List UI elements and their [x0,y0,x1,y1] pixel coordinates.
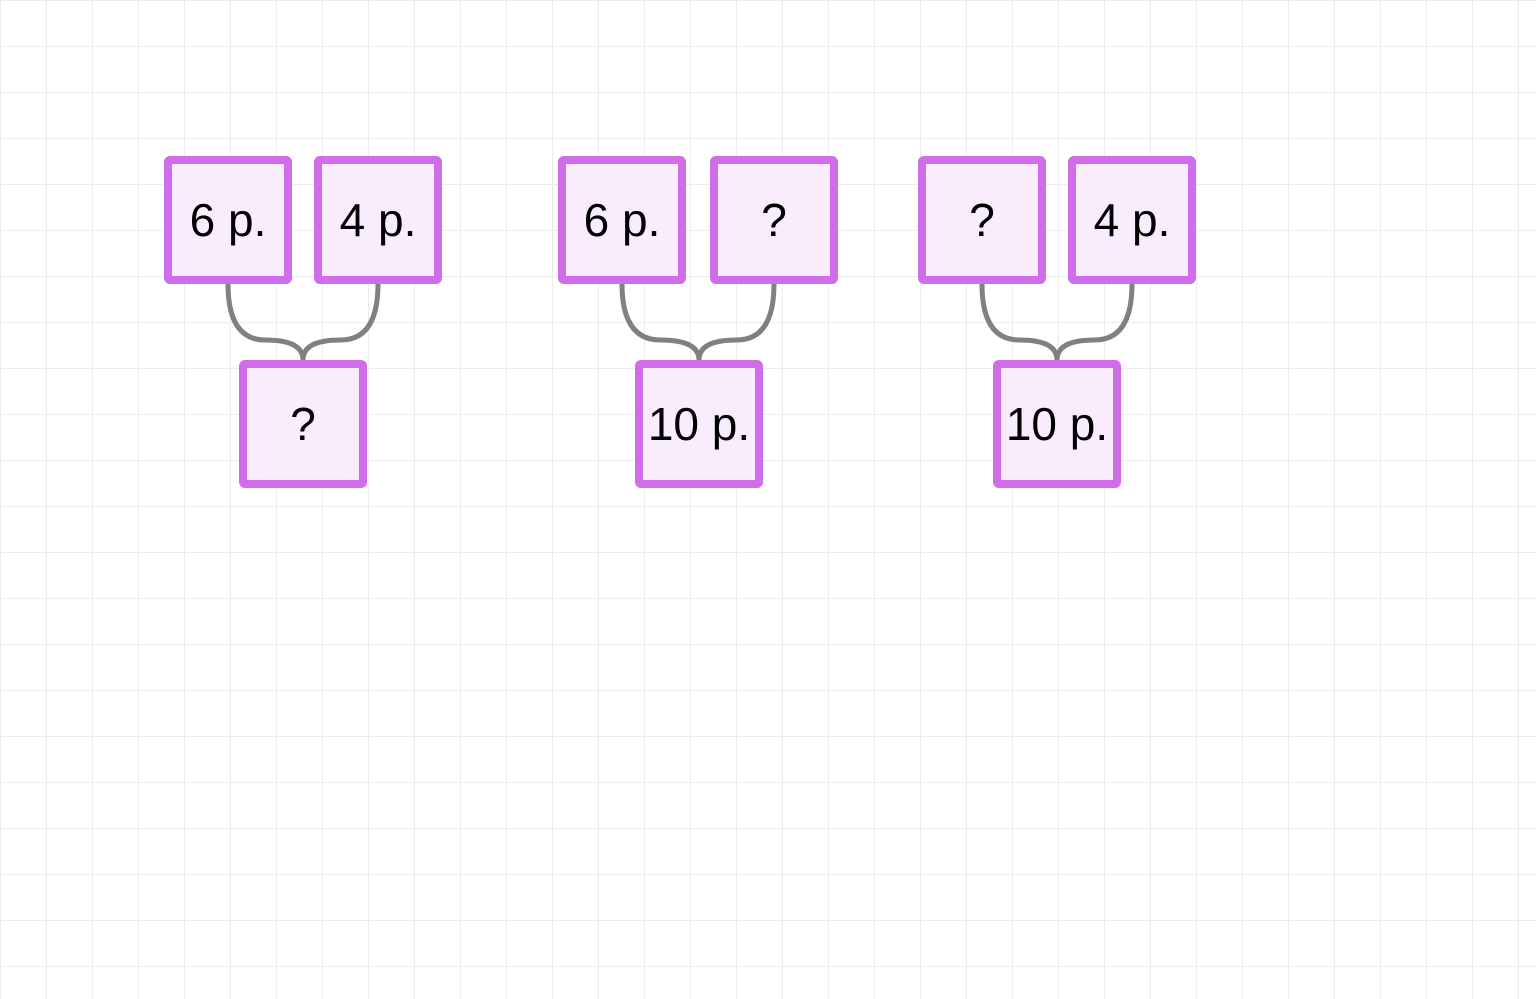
group-3-bottom-box: 10 р. [993,360,1121,488]
group-1-right-label: 4 р. [340,197,417,243]
grid-background [0,0,1536,999]
group-2-right-label: ? [761,197,787,243]
group-3-left-box: ? [918,156,1046,284]
group-2-left-label: 6 р. [584,197,661,243]
group-2-right-box: ? [710,156,838,284]
group-2-left-box: 6 р. [558,156,686,284]
group-3-right-box: 4 р. [1068,156,1196,284]
group-3-bottom-label: 10 р. [1006,401,1108,447]
diagram-canvas: 6 р. 4 р.? 6 р.? 10 р.? 4 р. 10 р. [0,0,1536,999]
group-1-right-box: 4 р. [314,156,442,284]
group-2-bottom-box: 10 р. [635,360,763,488]
group-1-left-label: 6 р. [190,197,267,243]
group-1-left-box: 6 р. [164,156,292,284]
group-2-bottom-label: 10 р. [648,401,750,447]
group-1-bottom-box: ? [239,360,367,488]
group-1-bottom-label: ? [290,401,316,447]
group-3-right-label: 4 р. [1094,197,1171,243]
group-3-left-label: ? [969,197,995,243]
